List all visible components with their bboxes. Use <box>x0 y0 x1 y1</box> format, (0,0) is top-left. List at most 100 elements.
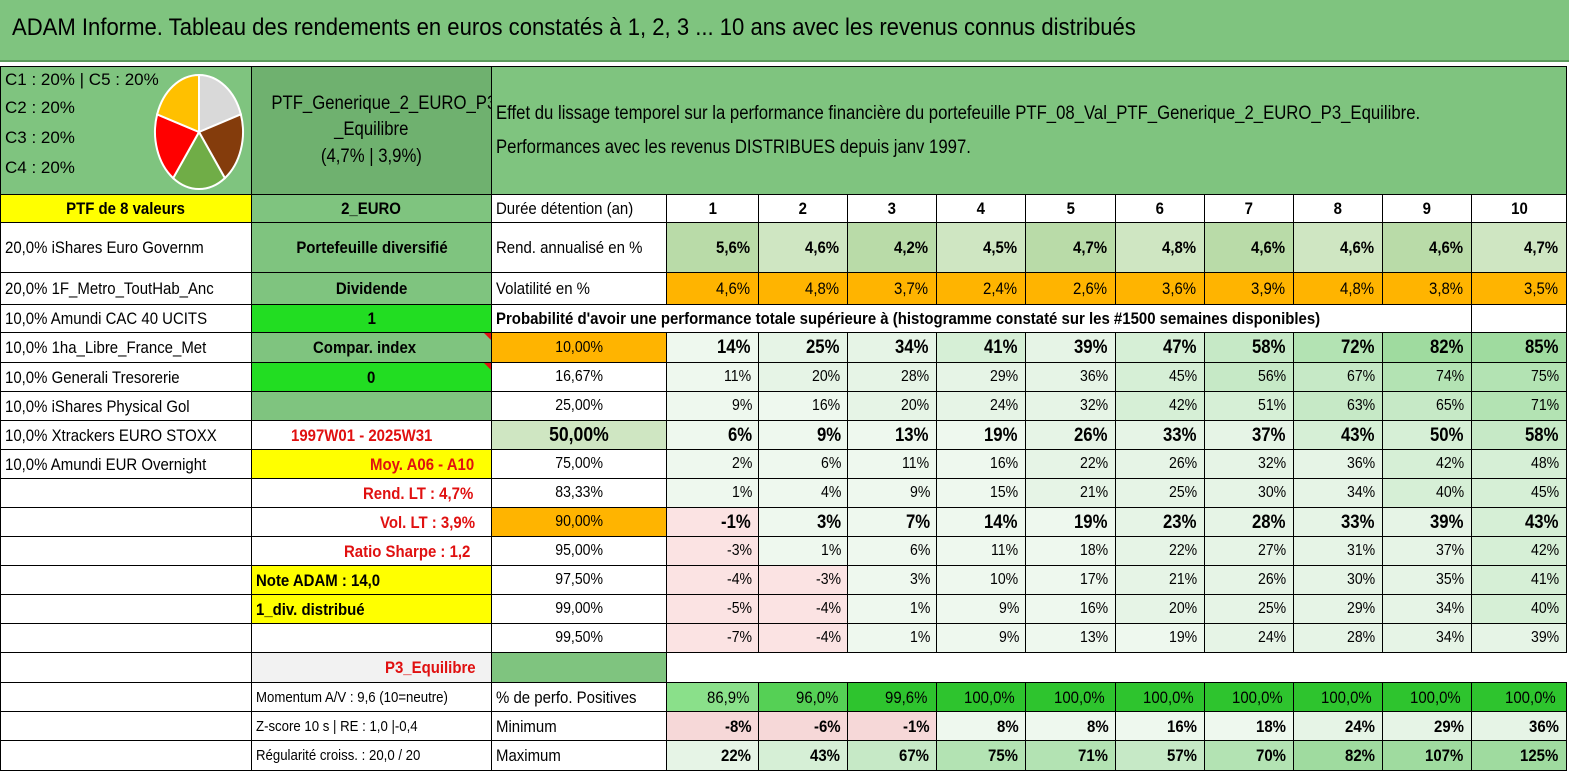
probability-value: 9% <box>847 478 937 508</box>
probability-value: 11% <box>847 449 937 479</box>
vol-label: Volatilité en % <box>491 272 667 305</box>
positive-value-text: 100,0% <box>1232 687 1284 707</box>
probability-value-text: 85% <box>1525 337 1559 358</box>
probability-value-text: 35% <box>1435 571 1465 588</box>
probability-value-text: -4% <box>815 600 841 617</box>
probability-value-text: 11% <box>991 542 1019 559</box>
probability-value-text: 72% <box>1340 337 1375 358</box>
compar-index-label-text: Compar. index <box>312 338 417 357</box>
min-value-text: 24% <box>1344 716 1375 736</box>
min-value: 24% <box>1293 711 1383 741</box>
probability-value-text: -4% <box>726 571 752 588</box>
quantile-threshold-text: 16,67% <box>555 368 603 385</box>
year-header: 7 <box>1204 194 1294 223</box>
probability-value-text: 45% <box>1531 484 1560 501</box>
quantile-row: Ratio Sharpe : 1,2 95,00% -3% 1% 6% 11% 18% 22%… <box>0 536 1568 566</box>
probability-value: 6% <box>666 420 759 450</box>
quantile-threshold: 97,50% <box>491 565 667 595</box>
probability-value-text: 1% <box>731 484 753 501</box>
empty-cell <box>0 478 252 508</box>
quantile-row: 1_div. distribué 99,00% -5% -4% 1% 9% 16% 20% 25… <box>0 594 1568 624</box>
quantile-threshold: 25,00% <box>491 391 667 421</box>
regularite-label-text: Régularité croiss. : 20,0 / 20 <box>256 747 421 764</box>
positive-value-text: 99,6% <box>884 687 928 707</box>
holding-item-text: 20,0% iShares Euro Governm <box>5 238 204 257</box>
currency-label-text: 2_EURO <box>341 199 402 218</box>
duration-label: Durée détention (an) <box>491 194 667 223</box>
rend-value-text: 5,6% <box>716 238 751 257</box>
probability-value-text: 26% <box>1073 424 1108 446</box>
max-label-text: Maximum <box>496 746 561 765</box>
allocation-legend: C1 : 20% | C5 : 20% C2 : 20% C3 : 20% C4 : … <box>0 66 252 195</box>
probability-value: 9% <box>936 623 1026 653</box>
holdings-count-text: PTF de 8 valeurs <box>66 199 186 218</box>
holding-item: 10,0% 1ha_Libre_France_Met <box>0 332 252 363</box>
probability-value-text: 26% <box>1257 571 1287 588</box>
probability-value: 40% <box>1470 594 1568 624</box>
year-header: 4 <box>936 194 1026 223</box>
positive-value-text: 100,0% <box>1054 687 1106 707</box>
probability-value: 35% <box>1382 565 1472 595</box>
probability-value-text: 16% <box>989 455 1019 472</box>
year-header-text: 6 <box>1155 199 1165 218</box>
rend-value-text: 4,8% <box>1162 238 1197 257</box>
probability-value-text: -1% <box>721 511 751 533</box>
zscore-label: Z-score 10 s | RE : 1,0 |-0,4 <box>251 711 492 741</box>
rend-value-text: 4,6% <box>805 238 840 257</box>
probability-value: 56% <box>1204 362 1294 392</box>
probability-value: 58% <box>1204 332 1294 363</box>
probability-value-text: 2% <box>731 455 753 472</box>
probability-value-text: 19% <box>1073 511 1108 533</box>
probability-value: 33% <box>1293 507 1383 537</box>
max-value-text: 125% <box>1519 746 1558 765</box>
portfolio-name-line: (4,7% | 3,9%) <box>320 145 422 167</box>
portfolio-name-line: _Equilibre <box>334 119 409 141</box>
empty-cell <box>0 740 252 771</box>
probability-value: 9% <box>666 391 759 421</box>
probability-value-text: 36% <box>1079 368 1109 385</box>
holding-item-text: 20,0% 1F_Metro_ToutHab_Anc <box>5 279 214 298</box>
rend-label: Rend. annualisé en % <box>491 222 667 273</box>
max-value: 75% <box>936 740 1026 771</box>
positive-value: 100,0% <box>1025 682 1116 712</box>
portfolio-name: PTF_Generique_2_EURO_P3 _Equilibre (4,7% |… <box>251 66 492 195</box>
min-value: 29% <box>1382 711 1472 741</box>
probability-value-text: 9% <box>816 424 841 446</box>
quantile-threshold: 75,00% <box>491 449 667 479</box>
probability-value-text: 28% <box>1346 629 1376 646</box>
rend-value: 4,6% <box>1382 222 1472 273</box>
positive-value-text: 100,0% <box>1143 687 1195 707</box>
probability-value-text: 40% <box>1435 484 1465 501</box>
probability-value-text: 75% <box>1531 368 1560 385</box>
probability-value: 9% <box>758 420 848 450</box>
probability-value: 11% <box>936 536 1026 566</box>
regularite-label: Régularité croiss. : 20,0 / 20 <box>251 740 492 771</box>
min-label: Minimum <box>491 711 667 741</box>
probability-value-text: 19% <box>983 424 1018 446</box>
probability-value: 20% <box>758 362 848 392</box>
flag-zero-text: 0 <box>366 367 376 387</box>
probability-value: 19% <box>1115 623 1205 653</box>
probability-value: 74% <box>1382 362 1472 392</box>
positive-label-text: % de perfo. Positives <box>496 687 637 707</box>
probability-value-text: 25% <box>1257 600 1287 617</box>
probability-value-text: 6% <box>820 455 842 472</box>
probability-value-text: 58% <box>1251 337 1286 358</box>
dividend-label: Dividende <box>251 272 492 305</box>
max-value: 22% <box>666 740 759 771</box>
empty-cell <box>0 507 252 537</box>
quantile-threshold-text: 97,50% <box>555 571 603 588</box>
probability-value-text: 1% <box>909 600 931 617</box>
vol-value: 2,4% <box>936 272 1026 305</box>
probability-value-text: 3% <box>816 511 841 533</box>
probability-value-text: 17% <box>1079 571 1109 588</box>
probability-value-text: 34% <box>894 337 929 358</box>
legend-line: C3 : 20% <box>5 128 75 147</box>
year-header-text: 10 <box>1510 199 1528 218</box>
probability-value: 85% <box>1470 332 1568 363</box>
probability-value-text: 26% <box>1168 455 1198 472</box>
probability-value: 6% <box>847 536 937 566</box>
probability-value: 26% <box>1025 420 1116 450</box>
probability-value: 16% <box>1025 594 1116 624</box>
